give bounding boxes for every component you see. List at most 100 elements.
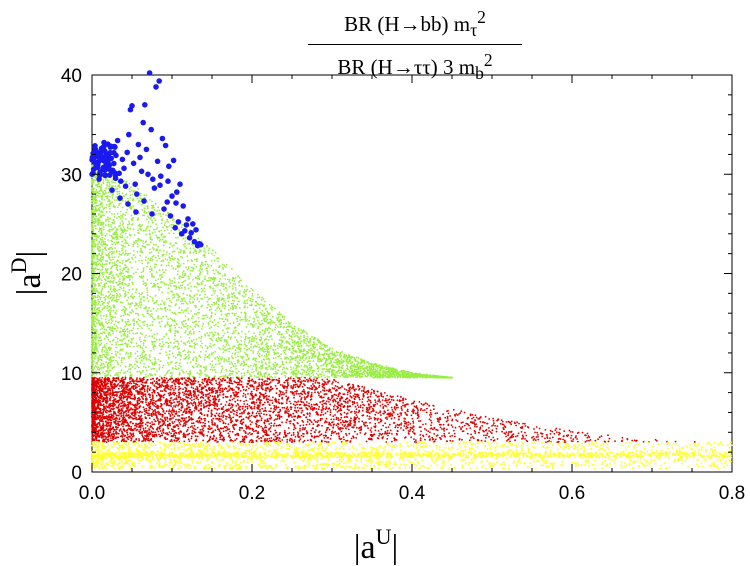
green-point <box>313 369 315 372</box>
green-point <box>97 342 100 345</box>
green-point <box>253 318 256 320</box>
green-point <box>213 302 216 304</box>
green-point <box>100 289 103 292</box>
green-point <box>196 297 199 299</box>
green-point <box>107 277 109 279</box>
green-point <box>99 257 102 260</box>
green-point <box>99 332 102 335</box>
green-point <box>192 358 194 361</box>
green-point <box>91 181 93 184</box>
green-point <box>119 202 122 205</box>
green-point <box>159 249 162 252</box>
green-point <box>287 329 290 331</box>
green-point <box>195 313 198 316</box>
green-point <box>222 285 225 287</box>
green-point <box>153 363 156 366</box>
green-point <box>326 352 328 355</box>
green-point <box>163 307 166 309</box>
green-point <box>289 366 292 368</box>
green-point <box>107 346 110 349</box>
green-point <box>215 323 217 326</box>
green-point <box>263 348 266 351</box>
data-points <box>89 70 733 470</box>
green-point <box>161 238 164 241</box>
green-point <box>133 322 135 325</box>
green-point <box>93 324 95 327</box>
green-point <box>160 273 163 276</box>
green-point <box>202 314 204 317</box>
green-point <box>107 290 110 293</box>
green-point <box>115 238 118 241</box>
green-point <box>328 348 331 350</box>
green-point <box>100 296 102 299</box>
green-point <box>151 200 153 203</box>
green-point <box>373 371 375 374</box>
green-point <box>328 376 331 378</box>
green-point <box>210 314 213 317</box>
green-point <box>375 373 378 376</box>
green-point <box>310 347 312 350</box>
green-point <box>173 296 176 298</box>
green-point <box>186 327 189 330</box>
green-point <box>228 280 231 283</box>
green-point <box>134 352 137 355</box>
green-point <box>177 236 179 239</box>
green-point <box>214 309 217 312</box>
green-point <box>285 357 287 360</box>
green-point <box>193 351 195 354</box>
green-point <box>93 334 96 336</box>
green-point <box>221 263 224 266</box>
green-point <box>130 275 132 278</box>
green-point <box>119 353 121 355</box>
green-point <box>264 330 267 333</box>
green-point <box>122 272 124 275</box>
green-point <box>326 349 329 352</box>
green-point <box>290 375 293 378</box>
green-point <box>146 287 148 289</box>
green-point <box>139 336 142 339</box>
green-point <box>245 317 247 320</box>
green-point <box>155 338 158 341</box>
green-point <box>234 349 237 352</box>
green-point <box>216 271 219 273</box>
green-point <box>137 229 139 232</box>
green-point <box>100 362 103 365</box>
green-point <box>182 262 185 265</box>
green-point <box>197 282 200 285</box>
green-point <box>131 219 134 222</box>
green-point <box>305 342 307 345</box>
green-point <box>345 355 348 357</box>
green-point <box>291 331 293 334</box>
green-point <box>128 182 131 185</box>
green-point <box>266 348 268 351</box>
green-point <box>106 364 109 367</box>
green-point <box>178 277 181 279</box>
green-point <box>174 362 177 365</box>
green-point <box>337 369 340 372</box>
green-point <box>100 184 103 186</box>
green-point <box>197 325 200 328</box>
green-point <box>113 213 116 216</box>
green-point <box>141 292 144 294</box>
green-point <box>91 301 94 304</box>
green-point <box>186 255 189 258</box>
green-point <box>168 246 171 249</box>
green-point <box>132 327 135 329</box>
green-point <box>300 329 302 332</box>
green-point <box>96 309 99 311</box>
green-point <box>189 295 192 298</box>
green-point <box>351 372 354 374</box>
green-point <box>142 242 145 245</box>
green-point <box>212 335 214 338</box>
green-point <box>98 249 101 252</box>
green-point <box>305 374 307 376</box>
green-point <box>132 272 135 275</box>
green-point <box>311 336 313 338</box>
green-point <box>244 312 247 315</box>
green-point <box>111 352 113 355</box>
green-point <box>106 370 108 373</box>
green-point <box>100 292 102 295</box>
green-point <box>154 202 157 205</box>
green-point <box>109 326 112 329</box>
green-point <box>248 290 251 293</box>
